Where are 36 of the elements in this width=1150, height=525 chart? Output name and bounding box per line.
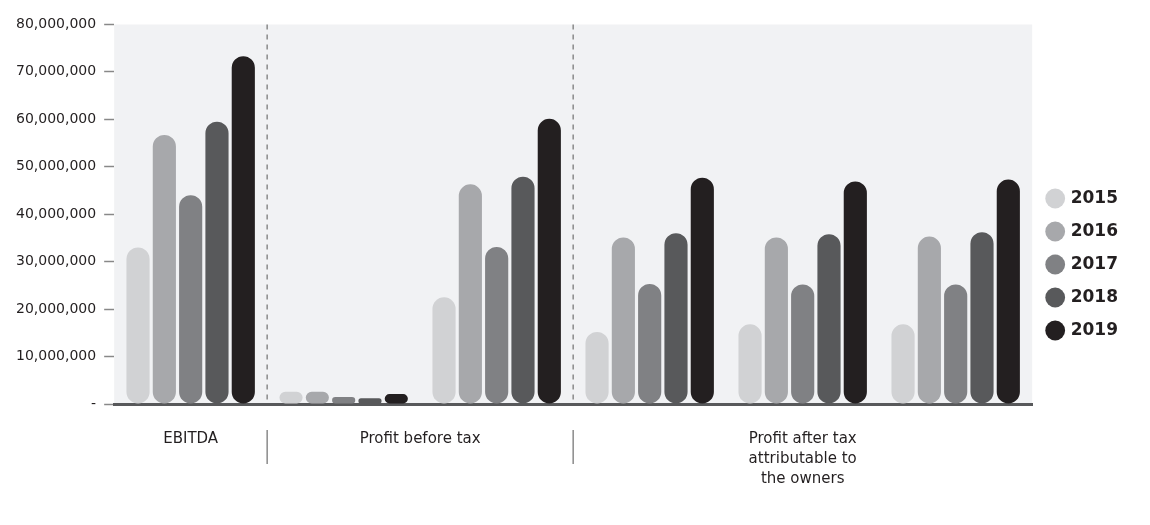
legend-label: 2018 xyxy=(1070,285,1119,306)
bar xyxy=(638,283,662,404)
bar xyxy=(996,179,1020,404)
y-tick-label: 20,000,000 xyxy=(15,299,97,316)
legend-label: 2017 xyxy=(1070,252,1119,273)
y-tick-label: 80,000,000 xyxy=(15,15,97,32)
bar xyxy=(537,118,561,404)
bar xyxy=(791,284,815,404)
bar xyxy=(843,181,867,404)
y-tick-label: - xyxy=(91,394,97,411)
bar xyxy=(432,297,456,404)
text: EBITDA xyxy=(163,429,219,448)
bar xyxy=(611,237,635,404)
text: Profit before tax xyxy=(359,429,481,448)
bar xyxy=(917,236,941,404)
bar xyxy=(231,56,255,404)
bar xyxy=(485,246,509,404)
bar xyxy=(690,177,714,404)
bar xyxy=(944,284,968,404)
bar xyxy=(179,195,203,404)
legend-label: 2019 xyxy=(1070,318,1119,339)
y-tick-label: 50,000,000 xyxy=(15,157,97,174)
bar xyxy=(458,184,482,404)
bar xyxy=(126,247,150,404)
bar xyxy=(738,324,762,404)
y-tick-label: 70,000,000 xyxy=(15,62,97,79)
y-tick-label: 10,000,000 xyxy=(15,347,97,364)
text: Profit after tax attributable to the owners xyxy=(748,429,857,488)
bar xyxy=(152,134,176,404)
bar xyxy=(764,237,788,404)
legend-label: 2015 xyxy=(1070,186,1119,207)
y-tick-label: 60,000,000 xyxy=(15,109,97,126)
bar xyxy=(891,324,915,404)
y-tick-label: 40,000,000 xyxy=(15,204,97,221)
y-tick-label: 30,000,000 xyxy=(15,252,97,269)
legend-label: 2016 xyxy=(1070,219,1119,240)
